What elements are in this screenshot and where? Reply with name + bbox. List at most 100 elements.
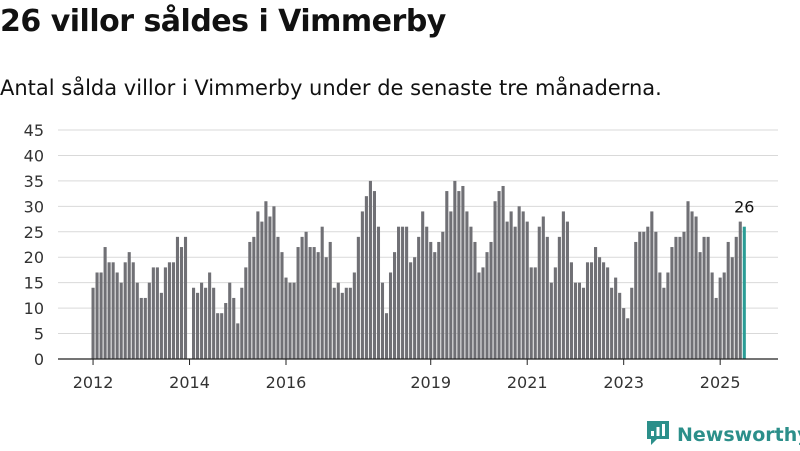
bar xyxy=(513,226,517,359)
bar xyxy=(284,277,288,359)
y-tick-label: 35 xyxy=(24,172,44,191)
bar xyxy=(614,277,618,359)
bar xyxy=(694,216,698,359)
bar xyxy=(682,231,686,359)
bar xyxy=(606,267,610,359)
brand-logo[interactable]: Newsworthy xyxy=(645,420,800,450)
y-tick-label: 0 xyxy=(34,350,44,369)
bar xyxy=(738,221,742,359)
bar xyxy=(646,226,650,359)
y-tick-label: 25 xyxy=(24,223,44,242)
bar xyxy=(256,211,260,359)
bar xyxy=(252,236,256,359)
x-tick-label: 2016 xyxy=(266,373,307,392)
bar xyxy=(650,211,654,359)
bar xyxy=(553,267,557,359)
bar xyxy=(171,262,175,359)
bar xyxy=(115,272,119,359)
bar xyxy=(678,236,682,359)
bar xyxy=(380,282,385,359)
bar xyxy=(336,282,340,359)
bar xyxy=(292,282,296,359)
bar xyxy=(91,287,95,359)
x-tick-label: 2021 xyxy=(507,373,548,392)
bar xyxy=(360,211,364,359)
bar xyxy=(545,236,549,359)
bar xyxy=(654,231,658,359)
bar xyxy=(429,241,433,359)
bar xyxy=(549,282,553,359)
bar xyxy=(316,252,320,359)
bar xyxy=(272,206,276,359)
newsworthy-logo-icon xyxy=(645,419,671,451)
bar xyxy=(533,267,537,359)
bar xyxy=(569,262,573,359)
bar xyxy=(521,211,525,359)
bar xyxy=(111,262,115,359)
bar xyxy=(183,236,188,359)
bar xyxy=(139,297,143,359)
bar xyxy=(364,196,368,359)
bar xyxy=(565,221,569,359)
bar xyxy=(734,236,738,359)
x-tick-label: 2025 xyxy=(700,373,741,392)
bar xyxy=(143,297,147,359)
y-tick-label: 30 xyxy=(24,197,44,216)
x-tick-label: 2023 xyxy=(603,373,644,392)
bar xyxy=(296,247,300,359)
bar xyxy=(610,287,614,359)
bar xyxy=(328,241,332,359)
x-tick-label: 2014 xyxy=(169,373,210,392)
bar xyxy=(573,282,577,359)
bar xyxy=(437,241,441,359)
bar xyxy=(320,226,324,359)
bar xyxy=(228,282,232,359)
bar xyxy=(445,191,449,359)
bar xyxy=(151,267,155,359)
page-title: 26 villor såldes i Vimmerby xyxy=(0,4,446,39)
bar xyxy=(204,287,208,359)
x-tick-label: 2012 xyxy=(73,373,114,392)
bar xyxy=(248,241,252,359)
bar xyxy=(581,287,586,359)
highlight-bar xyxy=(742,226,746,359)
bar xyxy=(99,272,103,359)
bar xyxy=(264,201,268,359)
bar xyxy=(626,318,630,359)
bar xyxy=(658,272,662,359)
bar xyxy=(409,262,413,359)
bar xyxy=(589,262,594,359)
bar xyxy=(602,262,606,359)
bar xyxy=(103,247,107,359)
bar xyxy=(666,272,670,359)
bar xyxy=(441,231,445,359)
bar xyxy=(244,267,248,359)
bar xyxy=(710,272,714,359)
bar xyxy=(268,216,272,359)
y-tick-label: 10 xyxy=(24,299,44,318)
bar xyxy=(541,216,545,359)
bar xyxy=(304,231,308,359)
bar xyxy=(525,221,529,359)
bar xyxy=(634,241,638,359)
bar xyxy=(517,206,521,359)
bar xyxy=(674,236,678,359)
bar xyxy=(397,226,401,359)
bar xyxy=(714,297,718,359)
bar xyxy=(638,231,642,359)
page-subtitle: Antal sålda villor i Vimmerby under de s… xyxy=(0,76,662,100)
bar xyxy=(368,180,372,359)
bar xyxy=(489,241,493,359)
bar xyxy=(405,226,409,359)
bar xyxy=(529,267,533,359)
bar xyxy=(159,292,163,359)
bar xyxy=(642,231,646,359)
x-axis-tick-labels: 2012 2014 2016 2019 2021 2023 2025 xyxy=(73,359,741,392)
bar xyxy=(393,252,397,359)
value-label: 26 xyxy=(734,198,754,217)
brand-name: Newsworthy xyxy=(677,424,800,446)
bar xyxy=(433,252,437,359)
bar xyxy=(493,201,497,359)
y-tick-label: 40 xyxy=(24,146,44,165)
